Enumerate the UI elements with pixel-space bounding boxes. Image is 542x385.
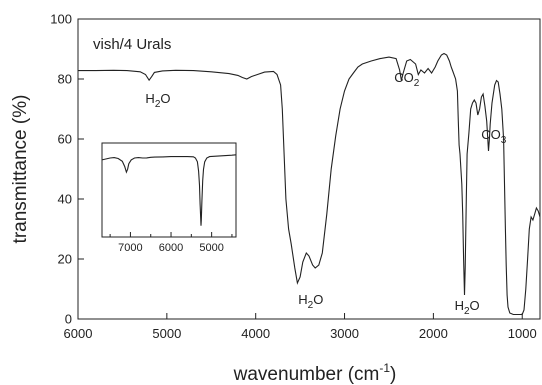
inset-x-tick-label: 7000 — [118, 242, 142, 254]
y-tick-label: 80 — [58, 72, 72, 87]
y-tick-label: 40 — [58, 192, 72, 207]
inset-chart: 7000 6000 5000 — [101, 142, 237, 254]
peak-annotation: CO3 — [481, 127, 507, 146]
inset-x-tick-label: 6000 — [159, 242, 183, 254]
y-tick-label: 20 — [58, 252, 72, 267]
annotation-rest: O — [313, 292, 323, 307]
y-tick-label: 60 — [58, 132, 72, 147]
spectrum-line — [78, 52, 541, 316]
inset-x-tick-label: 5000 — [199, 242, 223, 254]
plot-frame — [77, 18, 541, 320]
annotation-base: H — [145, 91, 154, 106]
annotation-subscript: 2 — [464, 306, 470, 317]
annotation-base: H — [455, 298, 464, 313]
x-tick-label: 6000 — [64, 326, 93, 341]
annotation-base: CO — [394, 70, 414, 85]
y-axis: 0 20 40 60 80 100 — [50, 12, 84, 327]
sample-label: vish/4 Urals — [93, 36, 171, 53]
inset-frame — [101, 142, 237, 238]
annotation-rest: O — [470, 298, 480, 313]
annotation-base: CO — [481, 127, 501, 142]
annotation-subscript: 3 — [501, 135, 507, 146]
x-axis: 6000 5000 4000 3000 2000 1000 — [64, 313, 537, 341]
x-axis-title-main: wavenumber (cm — [233, 364, 380, 385]
x-tick-label: 5000 — [152, 326, 181, 341]
inset-x-axis: 7000 6000 5000 — [109, 232, 233, 254]
x-tick-label: 4000 — [241, 326, 270, 341]
annotation-base: H — [298, 292, 307, 307]
annotation-rest: O — [160, 91, 170, 106]
y-axis-title: transmittance (%) — [10, 95, 31, 244]
peak-annotation: CO2 — [394, 70, 420, 89]
x-tick-label: 1000 — [508, 326, 537, 341]
peak-annotation: H2O — [298, 292, 323, 311]
annotation-subscript: 2 — [155, 99, 161, 110]
y-tick-label: 0 — [65, 312, 72, 327]
x-axis-title-superscript: -1 — [379, 361, 390, 375]
annotation-subscript: 2 — [414, 78, 420, 89]
inset-spectrum-line — [101, 154, 237, 226]
x-tick-label: 2000 — [419, 326, 448, 341]
peak-annotation: H2O — [455, 298, 480, 317]
x-tick-label: 3000 — [330, 326, 359, 341]
x-axis-title-end: ) — [390, 364, 396, 385]
y-tick-label: 100 — [50, 12, 72, 27]
x-axis-title: wavenumber (cm-1) — [233, 361, 397, 385]
annotation-subscript: 2 — [308, 300, 314, 311]
peak-annotation: H2O — [145, 91, 170, 110]
